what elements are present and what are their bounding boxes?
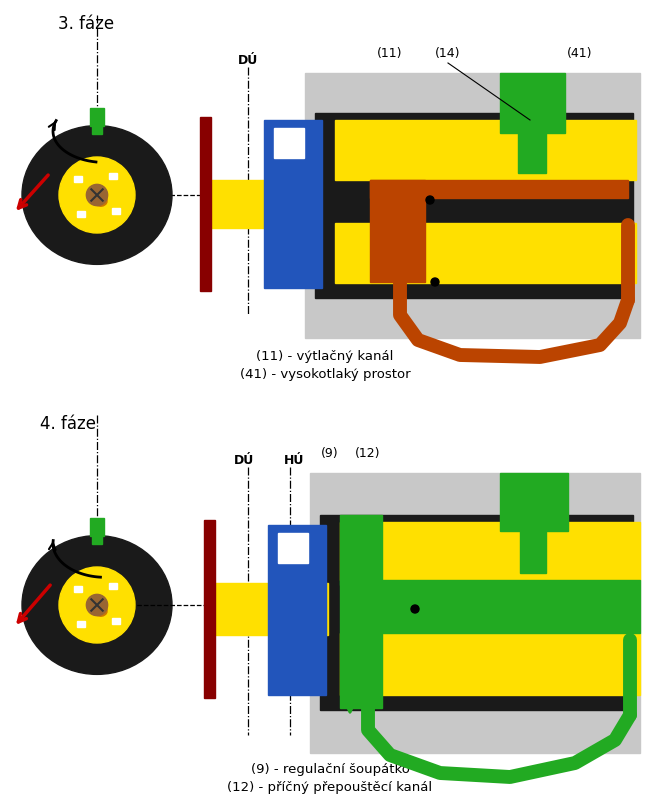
FancyBboxPatch shape [204,520,215,698]
Text: DÚ: DÚ [234,454,254,467]
FancyBboxPatch shape [74,176,82,182]
FancyBboxPatch shape [340,633,640,695]
FancyBboxPatch shape [520,531,546,573]
FancyBboxPatch shape [92,126,102,134]
FancyBboxPatch shape [92,536,102,544]
Text: (12): (12) [356,447,381,460]
FancyBboxPatch shape [278,533,308,563]
FancyBboxPatch shape [112,618,120,624]
Text: (11): (11) [377,47,403,60]
FancyBboxPatch shape [77,211,85,217]
FancyBboxPatch shape [200,117,211,291]
FancyBboxPatch shape [500,473,568,531]
Circle shape [431,278,439,286]
Circle shape [86,185,108,206]
FancyBboxPatch shape [370,180,628,198]
Ellipse shape [22,126,172,264]
FancyBboxPatch shape [305,73,640,338]
FancyBboxPatch shape [335,223,636,283]
Text: (41): (41) [567,47,593,60]
Circle shape [59,157,135,233]
FancyBboxPatch shape [208,583,328,635]
Text: (14): (14) [436,47,461,60]
FancyBboxPatch shape [74,586,82,592]
FancyBboxPatch shape [274,128,304,158]
Text: (41) - vysokotlaký prostor: (41) - vysokotlaký prostor [240,368,410,381]
FancyBboxPatch shape [109,583,117,589]
Circle shape [86,595,108,616]
Ellipse shape [22,535,172,675]
FancyBboxPatch shape [310,473,640,753]
FancyBboxPatch shape [340,580,640,633]
Text: (11) - výtlačný kanál: (11) - výtlačný kanál [256,350,394,363]
Text: HÚ: HÚ [284,454,304,467]
FancyBboxPatch shape [264,120,322,288]
FancyBboxPatch shape [268,525,326,695]
Text: (9) - regulační šoupátko: (9) - regulační šoupátko [250,763,410,776]
FancyBboxPatch shape [320,515,633,710]
Text: 3. fáze: 3. fáze [58,15,114,33]
FancyBboxPatch shape [340,633,382,708]
FancyBboxPatch shape [109,173,117,179]
Text: (9): (9) [321,447,339,460]
Circle shape [59,567,135,643]
FancyBboxPatch shape [335,120,636,180]
FancyBboxPatch shape [518,133,546,173]
Text: 4. fáze: 4. fáze [40,415,96,433]
FancyBboxPatch shape [370,180,425,282]
FancyBboxPatch shape [340,522,640,580]
Ellipse shape [91,192,107,207]
Text: (12) - příčný přepouštěcí kanál: (12) - příčný přepouštěcí kanál [227,781,432,794]
Circle shape [426,196,434,204]
Circle shape [411,605,419,613]
Ellipse shape [91,602,107,616]
FancyBboxPatch shape [500,73,565,133]
FancyBboxPatch shape [340,515,382,585]
FancyBboxPatch shape [90,518,104,536]
Text: DÚ: DÚ [238,54,258,67]
FancyBboxPatch shape [204,180,314,228]
FancyBboxPatch shape [77,621,85,627]
FancyBboxPatch shape [90,108,104,126]
FancyBboxPatch shape [112,208,120,214]
FancyBboxPatch shape [315,113,633,298]
